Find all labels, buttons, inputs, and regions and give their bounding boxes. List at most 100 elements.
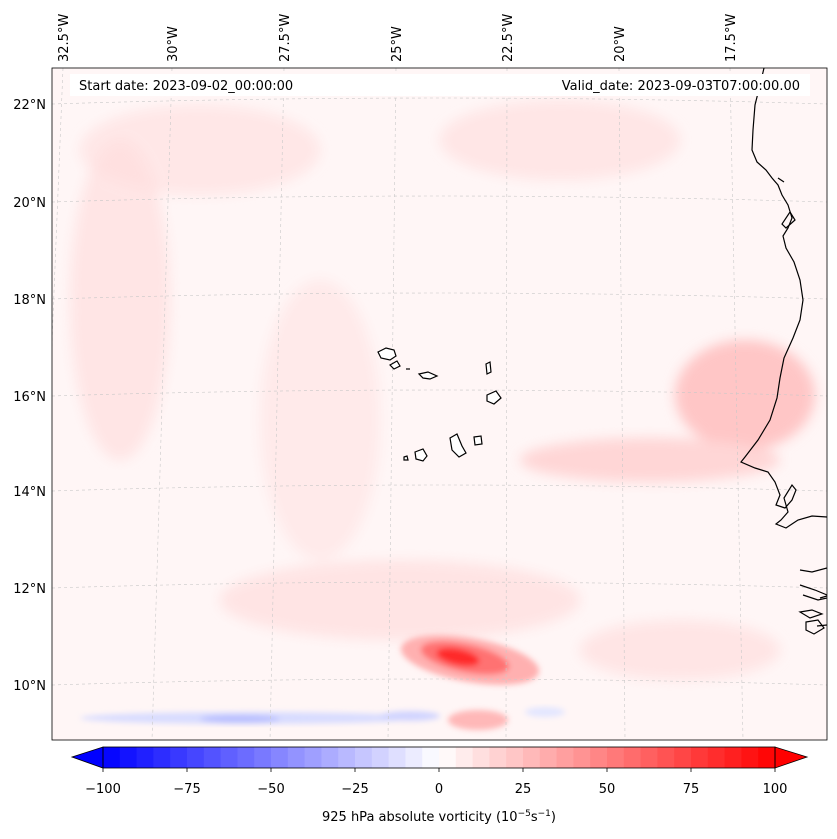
colorbar-title-exp1: −5 (518, 809, 531, 819)
cbar-tick-label-neg50: −50 (257, 782, 284, 797)
colorbar-segment (355, 747, 373, 768)
colorbar-title: 925 hPa absolute vorticity (10−5s−1) (322, 809, 556, 825)
colorbar-segment (405, 747, 423, 768)
colorbar-segment (237, 747, 255, 768)
colorbar-segment (371, 747, 390, 768)
colorbar-segment (758, 747, 776, 768)
parallel-12n (52, 581, 827, 589)
lon-label-17-5w: 17.5°W (724, 14, 739, 62)
cbar-tick-label-25: 25 (515, 782, 532, 797)
lon-label-25w: 25°W (390, 26, 405, 62)
colorbar-segment (170, 747, 188, 768)
colorbar-extend-low (70, 746, 104, 769)
colorbar-segment (271, 747, 289, 768)
colorbar-segment (439, 747, 457, 768)
colorbar-title-main: 925 hPa absolute vorticity (10 (322, 810, 518, 825)
colorbar-segment (187, 747, 205, 768)
colorbar-segments (103, 747, 776, 768)
meridian-20w (618, 68, 626, 740)
colorbar-title-exp2: −1 (538, 809, 551, 819)
colorbar-segment (321, 747, 339, 768)
vorticity-field (70, 100, 815, 730)
gambia-senegal-estuary (799, 567, 827, 601)
vorticity-patch-south-band (220, 560, 580, 640)
colorbar-segment (741, 747, 759, 768)
lat-label-14n: 14°N (13, 485, 46, 500)
africa-coastline (740, 68, 827, 529)
longitude-labels: 32.5°W 30°W 27.5°W 25°W 22.5°W 20°W 17.5… (57, 14, 739, 62)
colorbar-segment (623, 747, 642, 768)
meridian-30w (151, 68, 173, 740)
colorbar-ticks (102, 768, 776, 772)
parallel-18n (52, 292, 827, 300)
island-fogo (414, 448, 428, 462)
valid-date-label: Valid_date: 2023-09-03T07:00:00.00 (562, 79, 800, 94)
colorbar-segment (590, 747, 608, 768)
lon-label-22-5w: 22.5°W (501, 14, 516, 62)
date-header-box (70, 74, 810, 96)
lon-label-20w: 20°W (613, 26, 628, 62)
cbar-tick-label-neg75: −75 (173, 782, 200, 797)
meridian-17-5w (729, 68, 744, 740)
colorbar-segment (489, 747, 507, 768)
vorticity-patch-north (440, 100, 680, 180)
cbar-tick-label-75: 75 (683, 782, 700, 797)
island-boa-vista (486, 390, 502, 405)
guinea-bissau-islands (798, 595, 827, 635)
colorbar-segment (388, 747, 406, 768)
vorticity-patch-southeast (580, 620, 780, 680)
colorbar-title-end: ) (551, 810, 556, 825)
parallel-14n (52, 484, 827, 492)
latitude-labels: 22°N 20°N 18°N 16°N 14°N 12°N 10°N (13, 98, 46, 694)
island-maio (473, 435, 483, 446)
lon-label-30w: 30°W (166, 26, 181, 62)
lat-label-12n: 12°N (13, 582, 46, 597)
colorbar-segment (640, 747, 658, 768)
vorticity-patch-northwest (80, 105, 320, 195)
parallel-16n (52, 389, 827, 397)
vorticity-patch-central (260, 280, 380, 560)
lat-label-16n: 16°N (13, 390, 46, 405)
lon-label-32-5w: 32.5°W (57, 14, 72, 62)
lat-label-10n: 10°N (13, 679, 46, 694)
parallel-10n (52, 678, 827, 686)
cbar-tick-label-neg25: −25 (341, 782, 368, 797)
meridian-27-5w (269, 68, 285, 740)
colorbar-segment (455, 747, 474, 768)
lat-label-20n: 20°N (13, 196, 46, 211)
vorticity-negative-east (525, 707, 565, 717)
colorbar-segment (607, 747, 625, 768)
colorbar-segment (657, 747, 675, 768)
colorbar-segment (103, 747, 121, 768)
colorbar-segment (304, 747, 322, 768)
vorticity-patch-east (675, 340, 815, 450)
colorbar-segment (119, 747, 138, 768)
island-brava (403, 455, 409, 461)
colorbar: −100 −75 −50 −25 0 25 50 75 100 925 hPa … (70, 746, 809, 825)
colorbar-segment (506, 747, 524, 768)
cbar-tick-label-100: 100 (763, 782, 788, 797)
colorbar-segment (203, 747, 222, 768)
cape-verde-islands (377, 347, 502, 462)
colorbar-segment (422, 747, 440, 768)
start-date-label: Start date: 2023-09-02_00:00:00 (79, 79, 293, 94)
map-frame (51, 67, 828, 741)
colorbar-segment (153, 747, 171, 768)
lat-label-18n: 18°N (13, 293, 46, 308)
colorbar-title-unit: s (531, 810, 538, 825)
lon-label-27-5w: 27.5°W (278, 14, 293, 62)
meridian-25w (387, 68, 397, 740)
parallel-20n (52, 195, 827, 203)
colorbar-segment (254, 747, 272, 768)
island-sao-vicente (389, 360, 401, 370)
colorbar-segment (724, 747, 742, 768)
map-panel: Start date: 2023-09-02_00:00:00 Valid_da… (51, 67, 828, 741)
graticule (52, 68, 827, 740)
cbar-tick-label-50: 50 (599, 782, 616, 797)
vorticity-negative-core (200, 715, 280, 723)
vorticity-negative-patch (380, 711, 440, 721)
colorbar-segment (136, 747, 154, 768)
colorbar-segment (523, 747, 541, 768)
colorbar-segment (707, 747, 726, 768)
